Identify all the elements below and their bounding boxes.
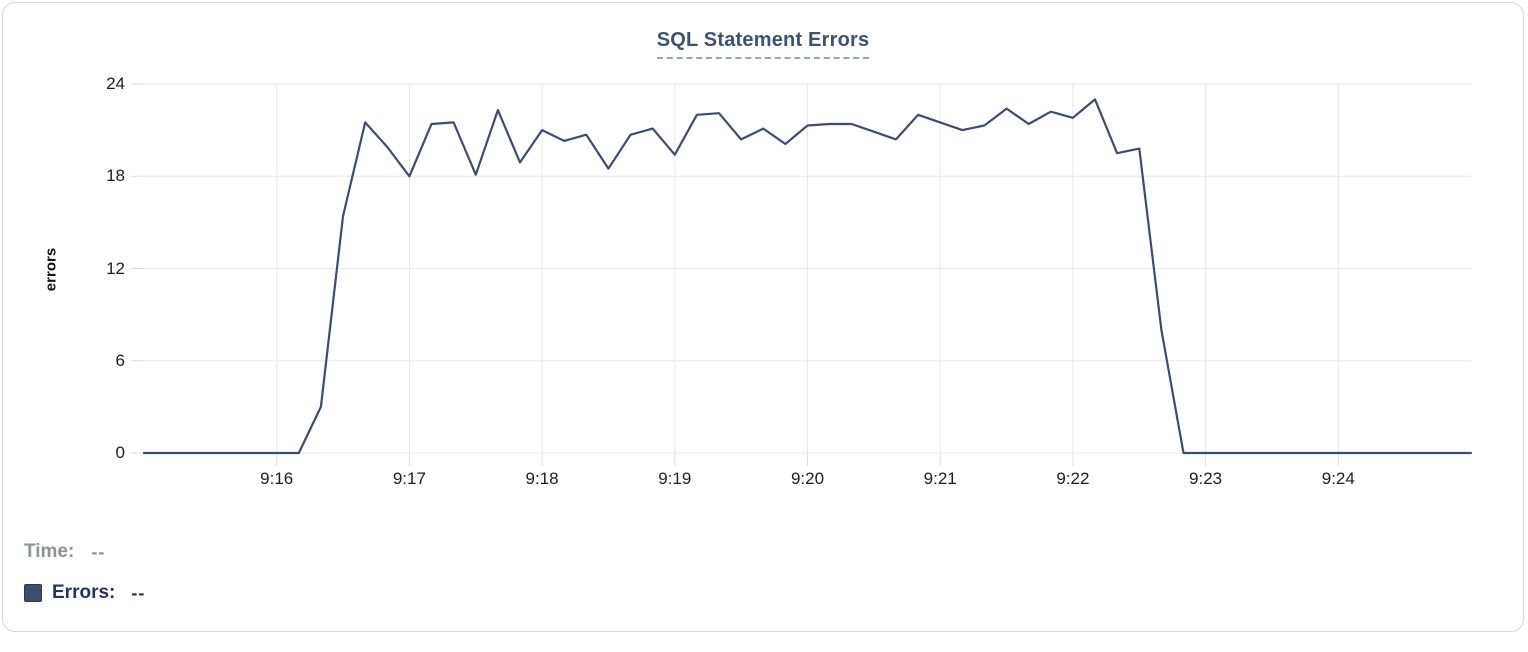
tooltip-time-row: Time: --: [24, 541, 105, 563]
y-axis-label: errors: [42, 247, 60, 292]
chart-header: SQL Statement Errors: [3, 29, 1523, 59]
x-tick-label: 9:23: [1189, 469, 1223, 488]
y-tick-label: 18: [106, 166, 125, 186]
chart-card: SQL Statement Errors errors 0 6 12 18 24 9:1…: [2, 2, 1524, 632]
y-tick-label: 24: [106, 74, 125, 93]
x-tick-label: 9:24: [1321, 469, 1355, 488]
x-tick-label: 9:21: [923, 469, 957, 488]
tooltip-time-value: --: [91, 541, 106, 562]
chart-title[interactable]: SQL Statement Errors: [656, 29, 870, 59]
errors-series-line: [142, 98, 1473, 455]
tooltip-errors-label: Errors:: [52, 582, 116, 603]
y-tick-label: 12: [106, 258, 125, 278]
y-tick-label: 0: [115, 443, 125, 462]
legend-errors-row: Errors: --: [24, 582, 145, 604]
x-tick-label: 9:17: [392, 469, 426, 488]
y-tick-label: 6: [115, 350, 125, 370]
tooltip-time-label: Time:: [24, 541, 75, 562]
line-chart-plot[interactable]: [131, 83, 1473, 466]
x-tick-label: 9:16: [260, 469, 294, 488]
tooltip-errors-value: --: [131, 582, 146, 603]
x-tick-label: 9:22: [1056, 469, 1090, 488]
errors-series-swatch-icon: [24, 584, 42, 602]
x-tick-label: 9:18: [525, 469, 559, 488]
x-tick-label: 9:20: [790, 469, 825, 488]
x-tick-label: 9:19: [658, 469, 692, 488]
